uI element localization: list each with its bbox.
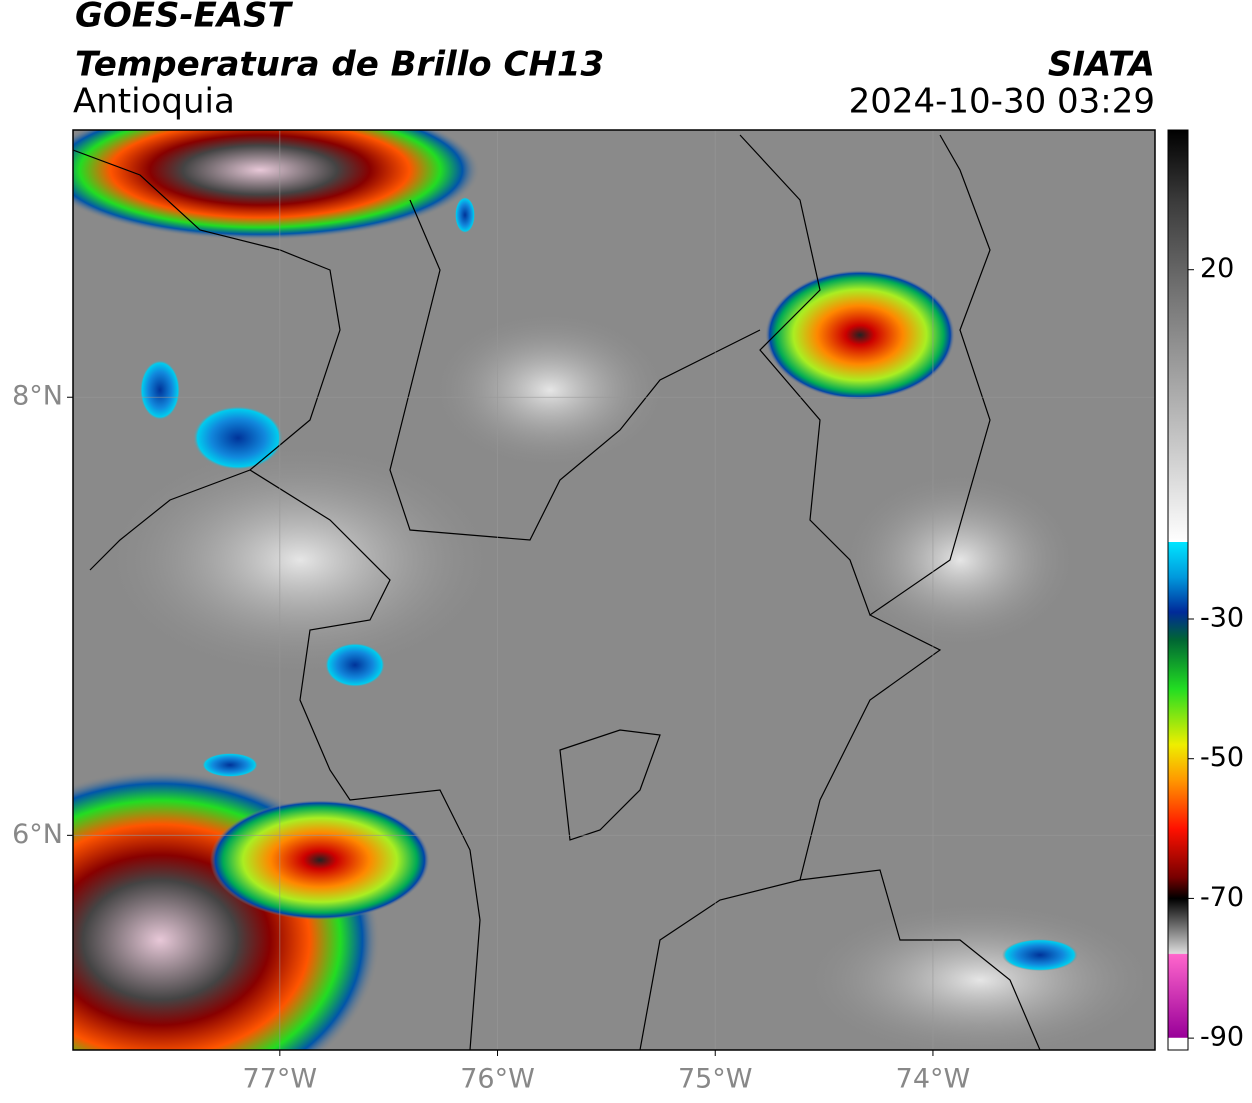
border [389,199,761,541]
x-tick-label: 76°W [460,1064,535,1095]
storm [765,270,955,400]
graticule [73,130,1155,1050]
datetime: 2024-10-30 03:29 [849,82,1155,122]
coastline [73,149,341,571]
satellite-image [73,130,1155,1050]
y-tick-label: 6°N [12,819,63,850]
title: GOES-EAST [75,0,294,36]
colorbar-tick-label: -90 [1200,1022,1244,1053]
border [739,134,991,616]
border [249,469,481,1050]
boundaries [73,134,1041,1050]
storm [202,753,258,777]
colorbar [1167,129,1189,1051]
y-tick-label: 8°N [12,381,63,412]
border [639,614,942,1050]
x-tick-label: 74°W [896,1064,971,1095]
border [559,729,661,841]
cloud [430,310,670,470]
storm [193,406,283,470]
region: Antioquia [73,82,235,122]
cloud [100,440,500,680]
colorbar-tick-label: -30 [1200,602,1244,633]
colorbar-tick-label: -50 [1200,742,1244,773]
cloud [800,900,1155,1050]
x-tick-label: 75°W [678,1064,753,1095]
storm [455,197,475,233]
map-frame [72,129,1156,1051]
storm [210,800,430,920]
storm [140,360,180,420]
colorbar-tick-label: 20 [1200,253,1234,284]
colorbar-tick-label: -70 [1200,882,1244,913]
cloud [840,470,1080,650]
storm [73,130,480,240]
source: SIATA [1048,45,1155,85]
border [799,869,1041,1050]
storm [1002,939,1078,971]
x-tick-label: 77°W [243,1064,318,1095]
storm [325,643,385,687]
subtitle: Temperatura de Brillo CH13 [75,45,604,85]
